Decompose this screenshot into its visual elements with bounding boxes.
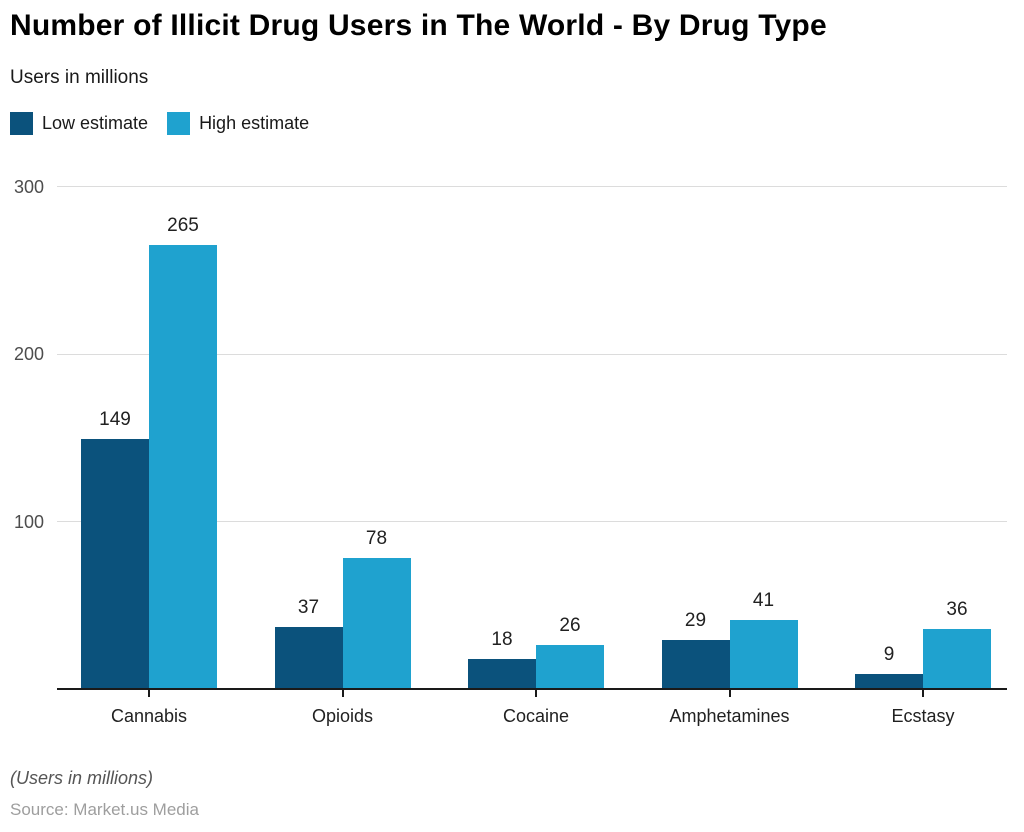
legend-label-low-estimate: Low estimate bbox=[42, 113, 149, 133]
bar-low-estimate-cocaine[interactable] bbox=[468, 658, 536, 689]
bar-low-estimate-ecstasy[interactable] bbox=[855, 673, 923, 689]
bar-value-label-high-estimate-opioids: 78 bbox=[365, 528, 388, 550]
bar-high-estimate-amphetamines[interactable] bbox=[729, 620, 798, 689]
gridline-y-100 bbox=[57, 521, 1007, 522]
x-axis-tick-amphetamines bbox=[728, 690, 731, 697]
bar-low-estimate-opioids[interactable] bbox=[274, 627, 343, 689]
chart-footnote: (Users in millions) bbox=[10, 768, 154, 788]
x-axis-label-cocaine: Cocaine bbox=[502, 706, 570, 726]
bar-value-label-high-estimate-cannabis: 265 bbox=[167, 215, 199, 237]
bar-value-label-low-estimate-ecstasy: 9 bbox=[883, 643, 895, 665]
x-axis-tick-cocaine bbox=[535, 690, 537, 697]
y-axis-tick-label-200: 200 bbox=[13, 344, 44, 364]
chart-source: Source: Market.us Media bbox=[10, 800, 199, 819]
legend-item-low-estimate[interactable]: Low estimate bbox=[10, 112, 148, 135]
bar-value-label-high-estimate-amphetamines: 41 bbox=[752, 590, 775, 612]
legend-swatch-low-estimate bbox=[10, 112, 33, 135]
x-axis-line bbox=[57, 688, 1007, 690]
y-axis-tick-label-300: 300 bbox=[13, 176, 44, 197]
bar-value-label-low-estimate-cocaine: 18 bbox=[491, 628, 513, 650]
bar-high-estimate-opioids[interactable] bbox=[342, 558, 411, 689]
bar-value-label-low-estimate-opioids: 37 bbox=[297, 597, 320, 619]
x-axis-tick-ecstasy bbox=[922, 690, 924, 697]
bar-high-estimate-ecstasy[interactable] bbox=[923, 628, 991, 689]
bar-value-label-low-estimate-cannabis: 149 bbox=[99, 409, 131, 431]
legend-label-high-estimate: High estimate bbox=[199, 113, 310, 133]
x-axis-label-cannabis: Cannabis bbox=[110, 706, 188, 726]
chart-title: Number of Illicit Drug Users in The Worl… bbox=[10, 9, 827, 42]
x-axis-label-amphetamines: Amphetamines bbox=[669, 706, 790, 726]
x-axis-tick-opioids bbox=[341, 690, 344, 697]
bar-low-estimate-cannabis[interactable] bbox=[81, 439, 149, 689]
bar-value-label-high-estimate-ecstasy: 36 bbox=[946, 598, 968, 620]
gridline-y-300 bbox=[57, 186, 1007, 187]
bar-value-label-high-estimate-cocaine: 26 bbox=[559, 615, 581, 637]
chart-subtitle: Users in millions bbox=[10, 67, 149, 88]
x-axis-tick-cannabis bbox=[148, 690, 150, 697]
legend-swatch-high-estimate bbox=[167, 112, 191, 135]
x-axis-label-ecstasy: Ecstasy bbox=[891, 706, 955, 726]
gridline-y-200 bbox=[57, 353, 1007, 355]
bar-low-estimate-amphetamines[interactable] bbox=[661, 640, 730, 689]
legend: Low estimate High estimate bbox=[10, 112, 309, 135]
legend-item-high-estimate[interactable]: High estimate bbox=[167, 112, 309, 135]
bar-value-label-low-estimate-amphetamines: 29 bbox=[684, 610, 707, 632]
bar-high-estimate-cannabis[interactable] bbox=[149, 245, 217, 689]
bar-high-estimate-cocaine[interactable] bbox=[536, 645, 604, 689]
y-axis-tick-label-100: 100 bbox=[13, 511, 44, 532]
x-axis-label-opioids: Opioids bbox=[311, 706, 374, 726]
